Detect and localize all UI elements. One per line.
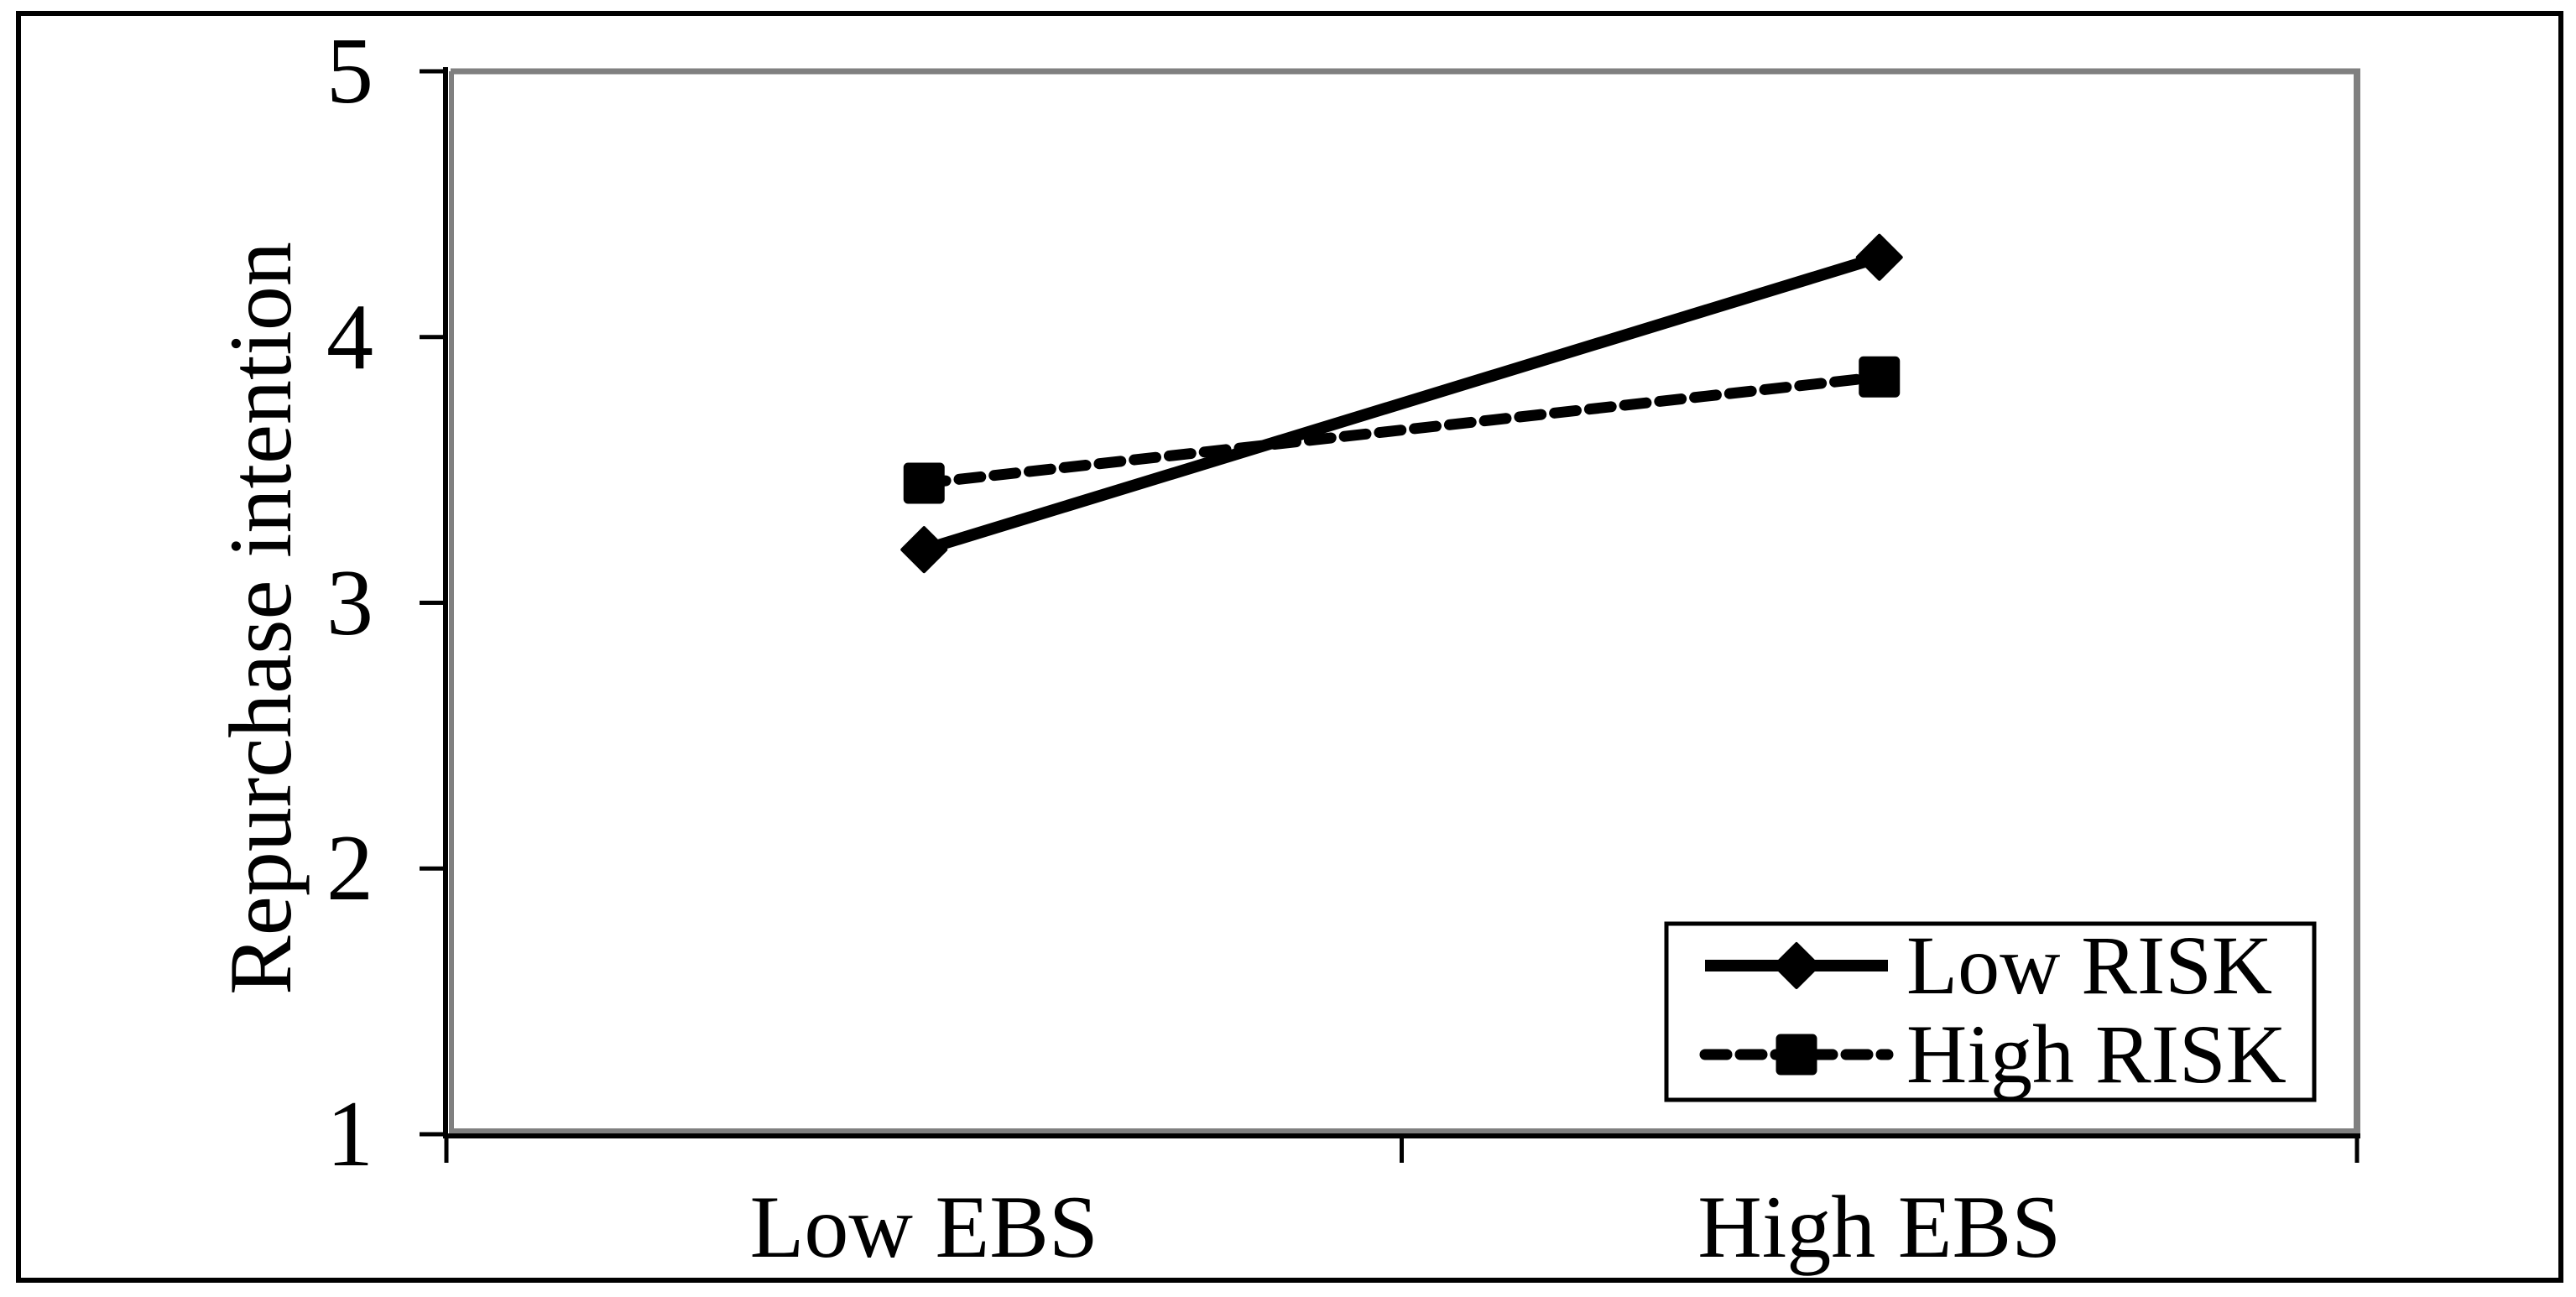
legend-label-low-risk: Low RISK xyxy=(1906,919,2273,1012)
y-tick-label-5: 5 xyxy=(326,19,373,123)
legend-sample-high-risk-square-marker xyxy=(1776,1034,1817,1076)
y-tick-label-4: 4 xyxy=(326,284,373,389)
y-tick-label-2: 2 xyxy=(326,816,373,921)
series-low-risk-line xyxy=(922,252,1881,555)
series-high-risk-line xyxy=(918,371,1885,489)
x-category-label-high-ebs: High EBS xyxy=(1697,1178,2062,1276)
y-tick-label-3: 3 xyxy=(326,550,373,655)
series-low-risk-point-high-ebs-diamond-marker xyxy=(1855,233,1903,281)
series-low-risk-point-low-ebs-diamond-marker xyxy=(900,526,948,574)
legend-label-high-risk: High RISK xyxy=(1906,1008,2287,1101)
x-category-label-low-ebs: Low EBS xyxy=(749,1178,1098,1276)
series-high-risk-point-high-ebs-square-marker xyxy=(1859,356,1901,398)
legend-sample-low-risk-diamond-marker xyxy=(1773,942,1820,989)
y-tick-label-1: 1 xyxy=(326,1082,373,1186)
series-high-risk-point-low-ebs-square-marker xyxy=(903,462,945,504)
legend-box xyxy=(1664,921,2317,1102)
figure-border xyxy=(16,11,2563,1283)
